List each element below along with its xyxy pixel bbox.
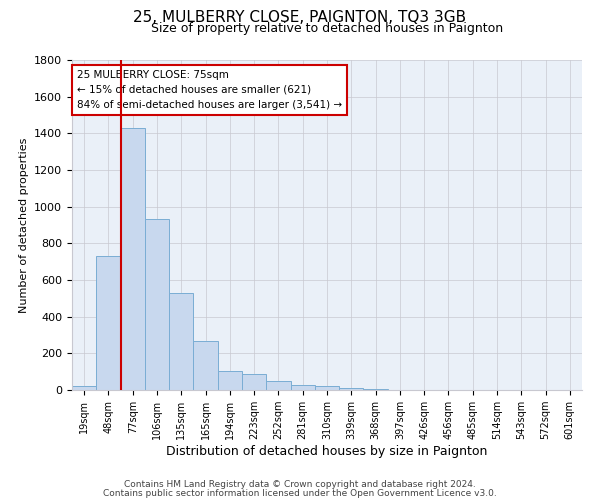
Text: Contains public sector information licensed under the Open Government Licence v3: Contains public sector information licen…	[103, 488, 497, 498]
Title: Size of property relative to detached houses in Paignton: Size of property relative to detached ho…	[151, 22, 503, 35]
Bar	[193, 340, 218, 390]
Bar	[72, 386, 96, 390]
Bar	[218, 371, 242, 390]
Text: Contains HM Land Registry data © Crown copyright and database right 2024.: Contains HM Land Registry data © Crown c…	[124, 480, 476, 489]
Bar	[266, 381, 290, 390]
Bar	[96, 256, 121, 390]
Bar	[364, 389, 388, 390]
Bar	[315, 386, 339, 390]
Bar	[242, 374, 266, 390]
Bar	[339, 388, 364, 390]
Text: 25 MULBERRY CLOSE: 75sqm
← 15% of detached houses are smaller (621)
84% of semi-: 25 MULBERRY CLOSE: 75sqm ← 15% of detach…	[77, 70, 342, 110]
X-axis label: Distribution of detached houses by size in Paignton: Distribution of detached houses by size …	[166, 445, 488, 458]
Bar	[121, 128, 145, 390]
Bar	[169, 293, 193, 390]
Text: 25, MULBERRY CLOSE, PAIGNTON, TQ3 3GB: 25, MULBERRY CLOSE, PAIGNTON, TQ3 3GB	[133, 10, 467, 25]
Bar	[145, 218, 169, 390]
Bar	[290, 384, 315, 390]
Y-axis label: Number of detached properties: Number of detached properties	[19, 138, 29, 312]
